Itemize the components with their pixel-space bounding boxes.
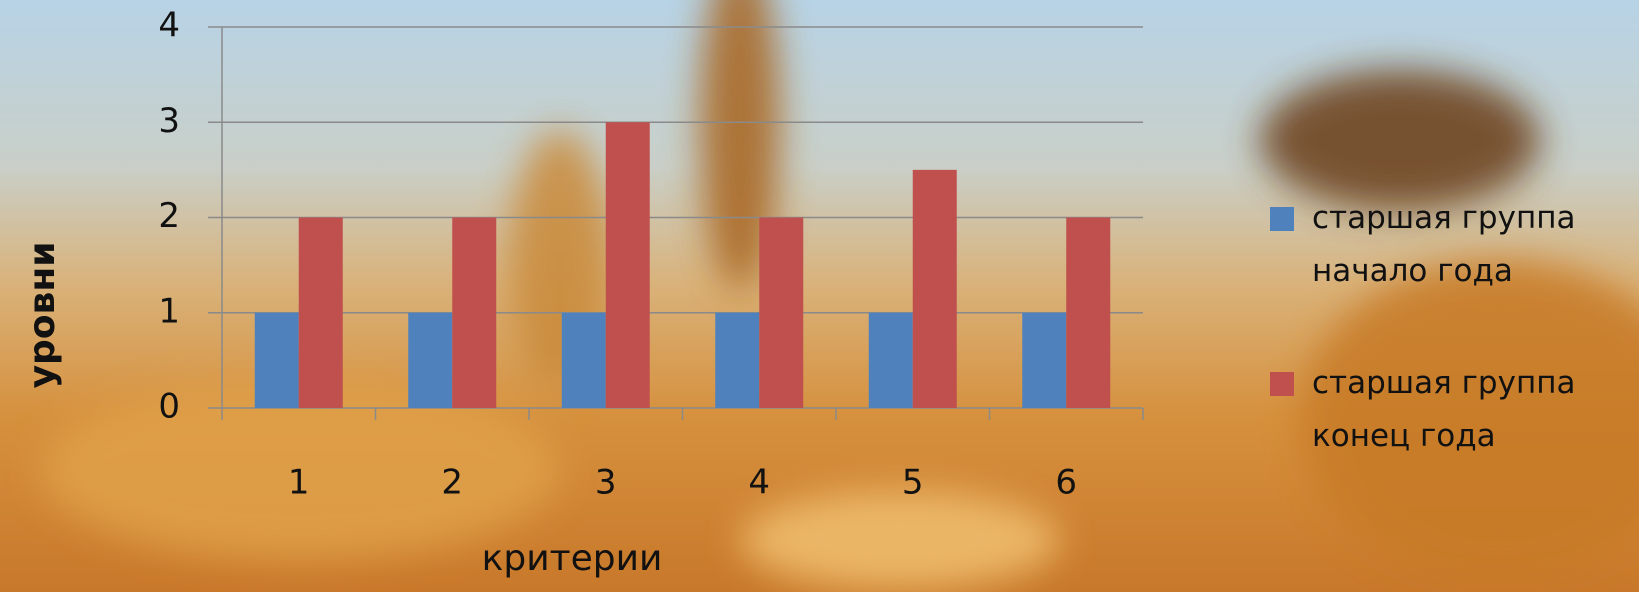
x-tick-label: 1 [288, 463, 310, 503]
x-tick-label: 5 [902, 463, 924, 503]
y-tick-label: 3 [158, 101, 180, 141]
bar [452, 217, 497, 408]
y-tick-label: 2 [158, 196, 180, 236]
bar [561, 312, 606, 408]
legend-item: старшая группа начало года [1270, 192, 1632, 297]
legend-item: старшая группа конец года [1270, 357, 1632, 462]
x-tick-label: 2 [441, 463, 463, 503]
y-tick-label: 0 [158, 387, 180, 427]
x-tick-label: 3 [595, 463, 617, 503]
bar [759, 217, 804, 408]
y-tick-label: 4 [158, 6, 180, 46]
bar [298, 217, 343, 408]
x-tick-label: 6 [1055, 463, 1077, 503]
bar [912, 169, 957, 408]
x-axis-label: критерии [482, 538, 663, 579]
background [40, 0, 1639, 590]
bar [715, 312, 760, 408]
bar [408, 312, 453, 408]
y-tick-label: 1 [158, 291, 180, 331]
x-tick-label: 4 [748, 463, 770, 503]
legend-label: старшая группа конец года [1312, 365, 1576, 454]
bar [1066, 217, 1111, 408]
y-axis-label: уровни [22, 242, 63, 389]
bar [868, 312, 913, 408]
legend-swatch [1270, 207, 1294, 231]
bar [1022, 312, 1067, 408]
legend-swatch [1270, 372, 1294, 396]
legend-label: старшая группа начало года [1312, 200, 1576, 289]
bar [605, 122, 650, 408]
bar [254, 312, 299, 408]
